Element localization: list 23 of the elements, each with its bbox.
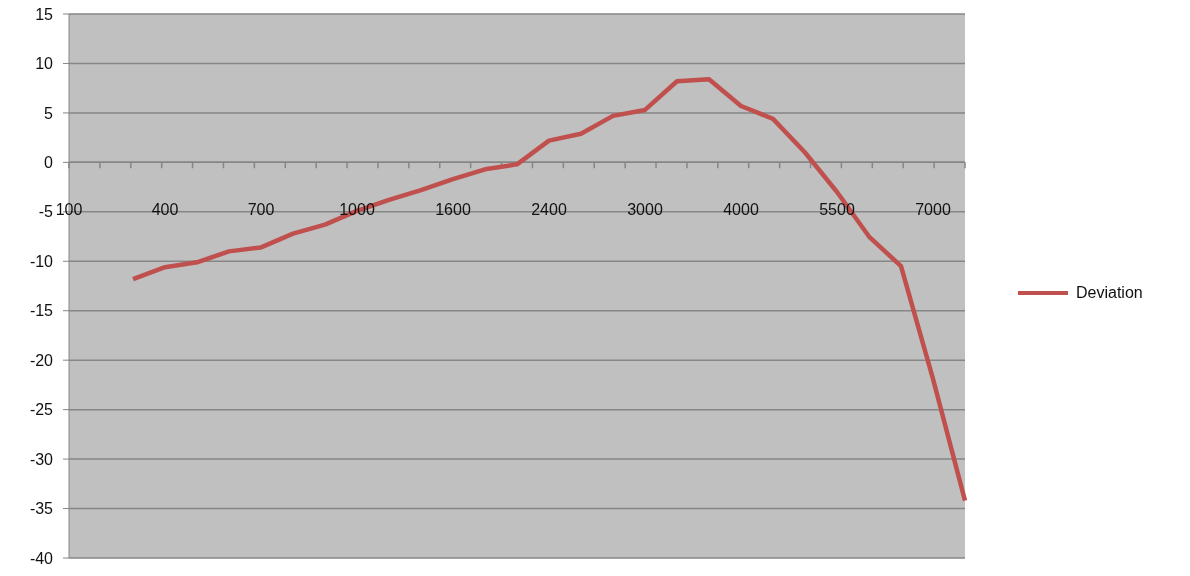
x-tick-label: 7000 [915,200,951,218]
y-tick-label: 0 [44,154,54,172]
y-tick-label: -15 [29,302,54,320]
x-tick-label: 700 [247,200,275,218]
y-tick-label: -10 [29,252,54,270]
x-tick-label: 1600 [435,200,471,218]
y-tick-label: 15 [35,5,54,23]
y-tick-label: -20 [29,351,54,369]
y-tick-label: -25 [29,401,54,419]
legend-label: Deviation [1076,284,1143,302]
x-tick-label: 4000 [723,200,759,218]
line-series [130,77,968,503]
y-tick-label: -35 [29,500,54,518]
y-tick-label: 5 [44,104,54,122]
x-tick-label: 3000 [627,200,663,218]
x-tick-label: 1000 [339,200,375,218]
y-tick-label: -40 [29,549,54,567]
x-tick-label: 2400 [531,200,567,218]
x-tick-label: 100 [55,200,83,218]
x-tick-label: 400 [151,200,179,218]
y-tick-label: -5 [38,203,54,221]
y-tick-label: 10 [35,55,54,73]
y-tick-label: -30 [29,450,54,468]
